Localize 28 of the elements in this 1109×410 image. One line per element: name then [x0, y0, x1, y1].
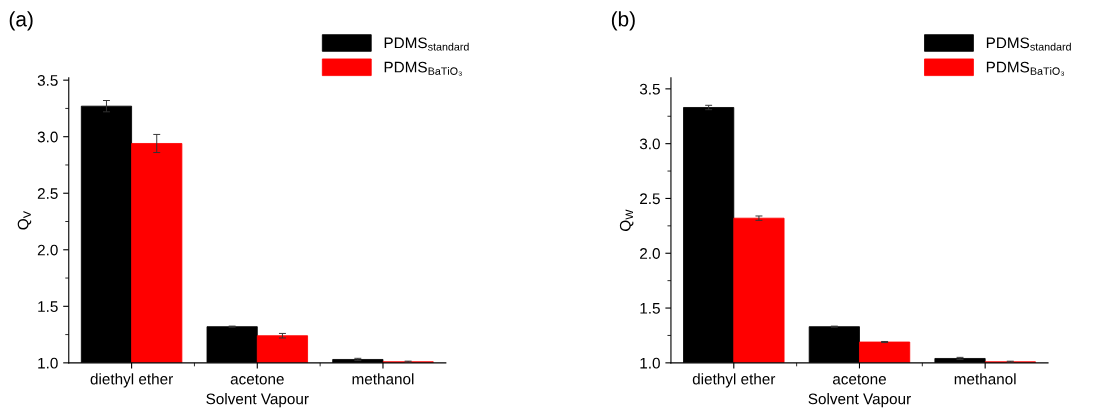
- y-tick-label: 3.5: [639, 83, 660, 95]
- chart-title: (b): [611, 11, 635, 31]
- y-tick-label: 3.0: [639, 138, 660, 150]
- y-tick-label: 1.0: [38, 357, 58, 369]
- legend-label: PDMS$_{standard}$: [384, 37, 469, 51]
- legend-label: PDMS$_{BaTiO₃}$: [986, 61, 1064, 76]
- x-axis-title: Solvent Vapour: [808, 393, 911, 408]
- legend-label: PDMS$_{standard}$: [986, 37, 1071, 51]
- y-tick-label: 2.5: [640, 193, 660, 205]
- y-axis-title: Q$_{W}$: [619, 209, 634, 231]
- y-tick-label: 1.0: [640, 357, 660, 369]
- x-tick-label: acetone: [230, 374, 284, 385]
- x-tick-label: acetone: [832, 374, 886, 385]
- y-axis-title: Q$_{V}$: [17, 211, 32, 230]
- x-tick-label: methanol: [954, 373, 1016, 385]
- chart-title: (a): [9, 11, 33, 31]
- y-tick-label: 3.5: [37, 75, 58, 86]
- y-tick-label: 3.0: [37, 131, 58, 143]
- y-tick-label: 1.5: [640, 303, 660, 314]
- legend-label: PDMS$_{BaTiO₃}$: [384, 61, 462, 76]
- y-tick-label: 2.0: [37, 244, 58, 256]
- y-tick-label: 2.5: [37, 188, 58, 199]
- x-tick-label: methanol: [352, 373, 414, 385]
- x-tick-label: diethyl ether: [692, 373, 776, 388]
- x-tick-label: diethyl ether: [90, 373, 173, 388]
- y-tick-label: 1.5: [38, 301, 58, 312]
- x-axis-title: Solvent Vapour: [206, 393, 309, 408]
- y-tick-label: 2.0: [640, 248, 660, 259]
